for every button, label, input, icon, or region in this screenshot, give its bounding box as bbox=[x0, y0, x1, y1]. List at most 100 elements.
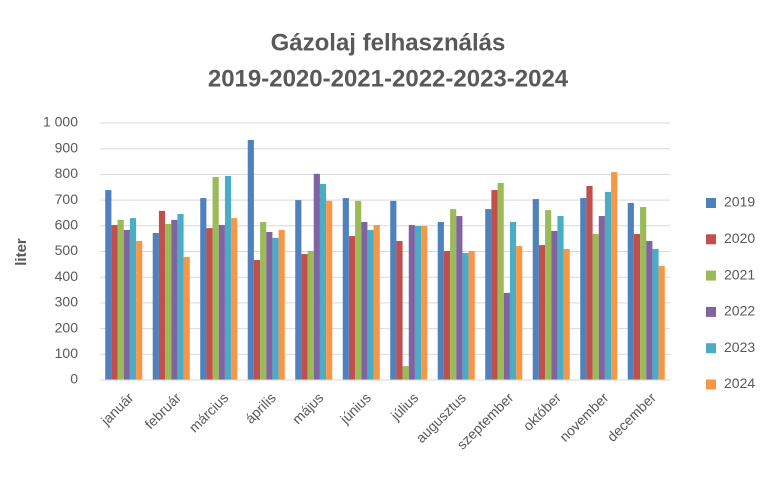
legend-label: 2021 bbox=[724, 266, 755, 282]
bar bbox=[390, 200, 397, 380]
bar bbox=[326, 200, 333, 380]
y-tick-label: 800 bbox=[55, 165, 79, 181]
bar bbox=[421, 226, 428, 380]
chart-title: 2019-2020-2021-2022-2023-2024 bbox=[208, 65, 569, 92]
legend-swatch bbox=[706, 343, 716, 354]
bar bbox=[503, 292, 510, 380]
bar bbox=[658, 265, 665, 380]
y-tick-label: 700 bbox=[55, 191, 79, 207]
bar bbox=[117, 219, 124, 380]
bar bbox=[640, 207, 647, 380]
bar bbox=[443, 250, 451, 380]
x-tick-label: március bbox=[186, 389, 232, 435]
y-tick-label: 400 bbox=[55, 268, 79, 284]
y-tick-label: 500 bbox=[55, 242, 79, 258]
bar bbox=[532, 199, 539, 380]
bar bbox=[307, 250, 314, 380]
bar bbox=[468, 250, 475, 380]
legend-swatch bbox=[706, 306, 716, 317]
bar bbox=[278, 229, 285, 380]
y-axis-label: liter bbox=[13, 238, 30, 266]
bar bbox=[402, 366, 409, 380]
bar bbox=[491, 190, 498, 380]
bar bbox=[158, 210, 166, 380]
bar bbox=[592, 234, 599, 380]
bar bbox=[598, 216, 605, 380]
legend-label: 2022 bbox=[724, 303, 755, 319]
bar bbox=[152, 232, 159, 380]
legend-label: 2024 bbox=[724, 375, 755, 391]
bar bbox=[348, 236, 356, 380]
bar bbox=[580, 198, 587, 380]
legend-label: 2019 bbox=[724, 194, 755, 210]
x-tick-label: július bbox=[387, 389, 422, 424]
y-tick-label: 900 bbox=[55, 139, 79, 155]
x-tick-label: december bbox=[604, 389, 660, 445]
legend-swatch bbox=[706, 270, 716, 281]
x-tick-label: február bbox=[141, 389, 184, 432]
bar bbox=[367, 229, 374, 380]
bar bbox=[373, 225, 380, 380]
bar bbox=[272, 237, 279, 380]
bar bbox=[611, 172, 618, 380]
bar bbox=[627, 202, 634, 380]
bar bbox=[253, 259, 261, 380]
bar bbox=[652, 248, 659, 380]
y-tick-label: 1 000 bbox=[43, 114, 78, 130]
x-tick-label: október bbox=[520, 389, 565, 434]
bar bbox=[319, 183, 327, 380]
bar bbox=[129, 218, 137, 380]
bar bbox=[123, 229, 130, 380]
bar bbox=[171, 219, 178, 380]
y-tick-label: 300 bbox=[55, 294, 79, 310]
legend-label: 2020 bbox=[724, 230, 755, 246]
bar bbox=[105, 190, 112, 380]
bar bbox=[551, 230, 558, 380]
bar bbox=[633, 234, 641, 380]
bar bbox=[509, 221, 517, 380]
bar bbox=[355, 200, 362, 380]
x-tick-label: április bbox=[242, 389, 279, 426]
bar bbox=[450, 209, 457, 380]
bar bbox=[516, 246, 523, 380]
bar bbox=[183, 256, 190, 380]
bar bbox=[165, 224, 172, 380]
bar bbox=[224, 175, 232, 380]
bar bbox=[563, 248, 570, 380]
x-tick-label: november bbox=[556, 389, 612, 445]
bar bbox=[538, 245, 546, 380]
bar bbox=[396, 240, 403, 380]
legend-swatch bbox=[706, 234, 716, 245]
y-tick-label: 0 bbox=[70, 371, 78, 387]
bar bbox=[266, 231, 273, 380]
legend-swatch bbox=[706, 379, 716, 390]
bar bbox=[200, 198, 207, 380]
bar bbox=[604, 191, 612, 380]
bar bbox=[260, 221, 267, 380]
bar bbox=[231, 218, 238, 380]
x-tick-label: május bbox=[289, 389, 327, 427]
bar bbox=[136, 240, 143, 380]
bar bbox=[301, 254, 308, 380]
x-tick-label: június bbox=[336, 389, 374, 427]
bar bbox=[408, 225, 415, 380]
chart-title: Gázolaj felhasználás bbox=[271, 29, 506, 56]
bar bbox=[462, 253, 469, 380]
bar bbox=[212, 176, 219, 380]
bar bbox=[437, 221, 444, 380]
bar bbox=[485, 209, 492, 380]
bar bbox=[177, 213, 184, 380]
bar bbox=[218, 225, 225, 380]
legend-label: 2023 bbox=[724, 339, 755, 355]
y-tick-label: 600 bbox=[55, 217, 79, 233]
bar bbox=[313, 173, 320, 380]
bar bbox=[497, 182, 504, 380]
bar bbox=[414, 226, 422, 380]
bar bbox=[545, 210, 552, 380]
bar bbox=[206, 228, 213, 380]
bar bbox=[586, 185, 593, 380]
bar bbox=[247, 139, 254, 380]
bar bbox=[111, 225, 118, 380]
bar bbox=[295, 200, 302, 380]
